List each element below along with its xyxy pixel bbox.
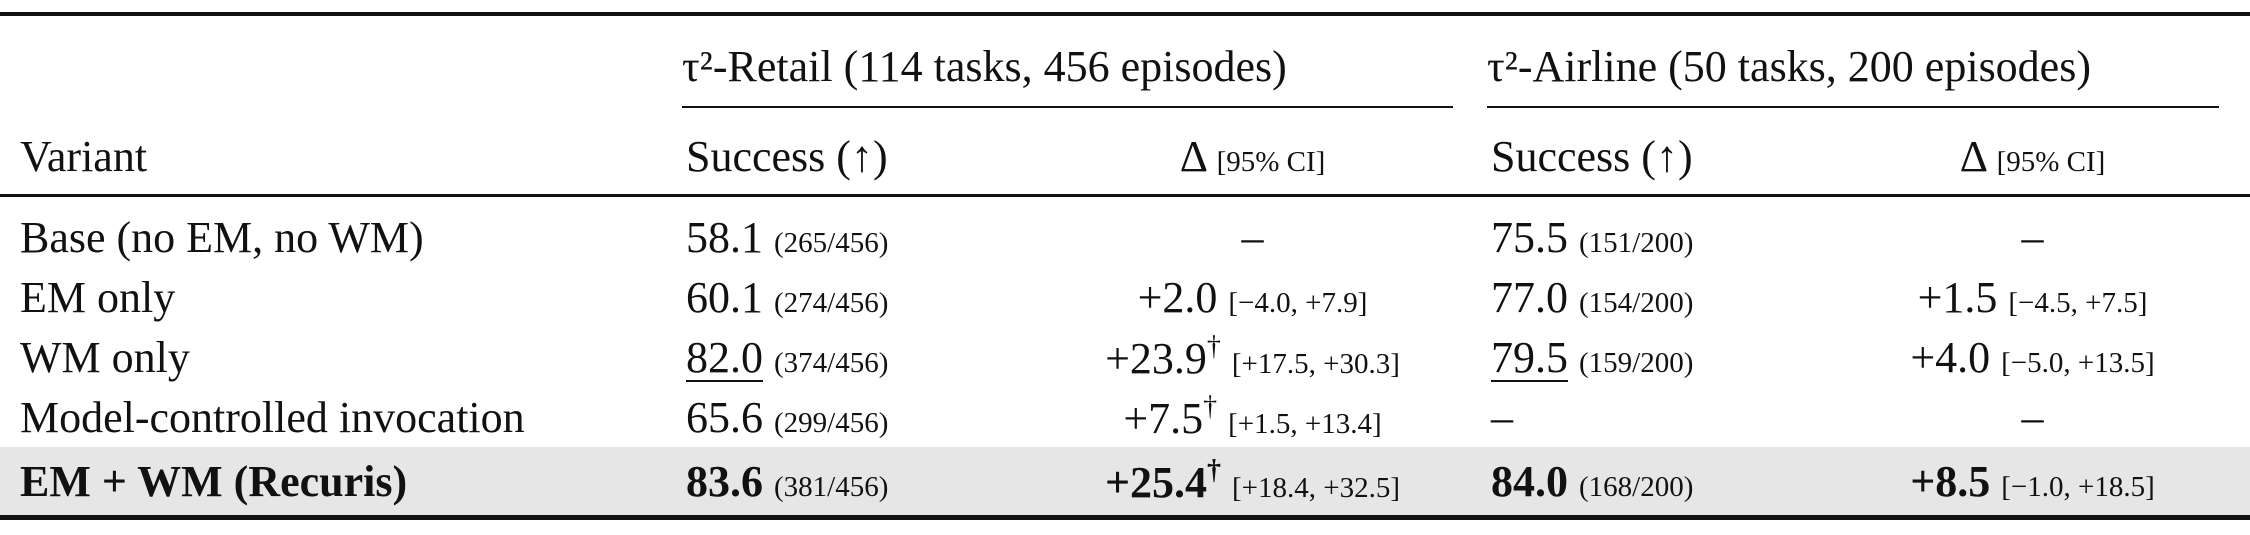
delta-value: +1.5 xyxy=(1917,272,1998,322)
success-count: (154/200) xyxy=(1579,286,1694,319)
cell: – xyxy=(1020,196,1485,268)
header-cell: Variant xyxy=(0,118,680,197)
cell: Base (no EM, no WM) xyxy=(0,196,680,268)
success-count: (381/456) xyxy=(774,470,889,503)
variant-name: Model-controlled invocation xyxy=(20,392,525,442)
variant-name: EM + WM (Recuris) xyxy=(20,456,408,506)
cell: 79.5 (159/200) xyxy=(1485,327,1815,387)
cell: +25.4† [+18.4, +32.5] xyxy=(1020,447,1485,520)
cell: – xyxy=(1815,196,2250,268)
variant-name: EM only xyxy=(20,272,176,322)
cell: Model-controlled invocation xyxy=(0,387,680,447)
delta-value: +7.5 xyxy=(1123,393,1204,443)
group-title: τ²-Retail (114 tasks, 456 episodes) xyxy=(682,41,1453,108)
cell: 60.1 (274/456) xyxy=(680,267,1020,327)
success-value: 65.6 xyxy=(686,392,763,442)
cell: +4.0 [−5.0, +13.5] xyxy=(1815,327,2250,387)
cell: – xyxy=(1815,387,2250,447)
variant-header: Variant xyxy=(20,131,148,181)
success-count: (159/200) xyxy=(1579,346,1694,379)
confidence-interval: [−4.5, +7.5] xyxy=(2008,286,2148,319)
variant-name: Base (no EM, no WM) xyxy=(20,212,424,262)
significance-mark: † xyxy=(1203,390,1218,422)
cell: 83.6 (381/456) xyxy=(680,447,1020,520)
success-count: (168/200) xyxy=(1579,470,1694,503)
success-header: Success (↑) xyxy=(686,131,888,181)
cell: +23.9† [+17.5, +30.3] xyxy=(1020,327,1485,387)
delta-value: – xyxy=(2021,212,2044,262)
significance-mark: † xyxy=(1207,454,1222,486)
header-cell: Success (↑) xyxy=(680,118,1020,197)
cell: EM + WM (Recuris) xyxy=(0,447,680,520)
confidence-interval: [+18.4, +32.5] xyxy=(1232,471,1401,504)
cell: 82.0 (374/456) xyxy=(680,327,1020,387)
header-cell: Δ [95% CI] xyxy=(1020,118,1485,197)
confidence-interval: [−4.0, +7.9] xyxy=(1228,286,1368,319)
cell: WM only xyxy=(0,327,680,387)
cell xyxy=(0,14,680,118)
delta-value: – xyxy=(2021,392,2044,442)
delta-value: +2.0 xyxy=(1137,272,1218,322)
cell: 84.0 (168/200) xyxy=(1485,447,1815,520)
table-row: EM + WM (Recuris) 83.6 (381/456) +25.4† [+… xyxy=(0,447,2250,520)
group-title: τ²-Airline (50 tasks, 200 episodes) xyxy=(1487,41,2220,108)
header-cell: Success (↑) xyxy=(1485,118,1815,197)
cell: 65.6 (299/456) xyxy=(680,387,1020,447)
delta-header: Δ xyxy=(1959,131,1986,181)
success-value: 75.5 xyxy=(1491,212,1568,262)
table-row: Model-controlled invocation 65.6 (299/456… xyxy=(0,387,2250,447)
cell: +7.5† [+1.5, +13.4] xyxy=(1020,387,1485,447)
success-header: Success (↑) xyxy=(1491,131,1693,181)
delta-value: – xyxy=(1241,212,1264,262)
delta-value: +25.4 xyxy=(1104,457,1208,507)
delta-header: Δ xyxy=(1179,131,1206,181)
success-value: 83.6 xyxy=(686,456,763,506)
success-count: (151/200) xyxy=(1579,226,1694,259)
cell: 58.1 (265/456) xyxy=(680,196,1020,268)
cell: +8.5 [−1.0, +18.5] xyxy=(1815,447,2250,520)
group-header-row: τ²-Retail (114 tasks, 456 episodes) τ²-Ai… xyxy=(0,14,2250,118)
cell: +2.0 [−4.0, +7.9] xyxy=(1020,267,1485,327)
group-cell: τ²-Retail (114 tasks, 456 episodes) xyxy=(680,14,1485,118)
delta-value: +23.9 xyxy=(1105,333,1207,383)
cell: – xyxy=(1485,387,1815,447)
table-row: Base (no EM, no WM) 58.1 (265/456) – 75.5 (… xyxy=(0,196,2250,268)
success-value: 58.1 xyxy=(686,212,763,262)
success-count: (265/456) xyxy=(774,226,889,259)
significance-mark: † xyxy=(1206,330,1221,362)
variant-name: WM only xyxy=(20,332,190,382)
success-value: 60.1 xyxy=(686,272,763,322)
table-row: EM only 60.1 (274/456) +2.0 [−4.0, +7.9] 77… xyxy=(0,267,2250,327)
cell: 75.5 (151/200) xyxy=(1485,196,1815,268)
ci-header: [95% CI] xyxy=(1996,145,2106,178)
success-count: (374/456) xyxy=(774,346,889,379)
delta-value: +4.0 xyxy=(1910,332,1991,382)
table-body: τ²-Retail (114 tasks, 456 episodes) τ²-Ai… xyxy=(0,14,2250,520)
confidence-interval: [−1.0, +18.5] xyxy=(2001,470,2155,503)
cell: 77.0 (154/200) xyxy=(1485,267,1815,327)
success-value: 84.0 xyxy=(1491,456,1568,506)
ci-header: [95% CI] xyxy=(1216,145,1326,178)
success-count: (274/456) xyxy=(774,286,889,319)
confidence-interval: [−5.0, +13.5] xyxy=(2001,346,2155,379)
confidence-interval: [+17.5, +30.3] xyxy=(1231,347,1400,380)
confidence-interval: [+1.5, +13.4] xyxy=(1228,407,1382,440)
success-value: 79.5 xyxy=(1491,332,1568,382)
table-row: WM only 82.0 (374/456) +23.9† [+17.5, +30.… xyxy=(0,327,2250,387)
delta-value: +8.5 xyxy=(1910,456,1991,506)
header-cell: Δ [95% CI] xyxy=(1815,118,2250,197)
cell: +1.5 [−4.5, +7.5] xyxy=(1815,267,2250,327)
success-count: (299/456) xyxy=(774,406,889,439)
success-value: 77.0 xyxy=(1491,272,1568,322)
success-value: – xyxy=(1491,392,1513,442)
cell: EM only xyxy=(0,267,680,327)
header-row: Variant Success (↑) Δ [95% CI] Success (↑) Δ… xyxy=(0,118,2250,197)
group-cell: τ²-Airline (50 tasks, 200 episodes) xyxy=(1485,14,2250,118)
results-table: τ²-Retail (114 tasks, 456 episodes) τ²-Ai… xyxy=(0,12,2250,520)
success-value: 82.0 xyxy=(686,332,763,382)
